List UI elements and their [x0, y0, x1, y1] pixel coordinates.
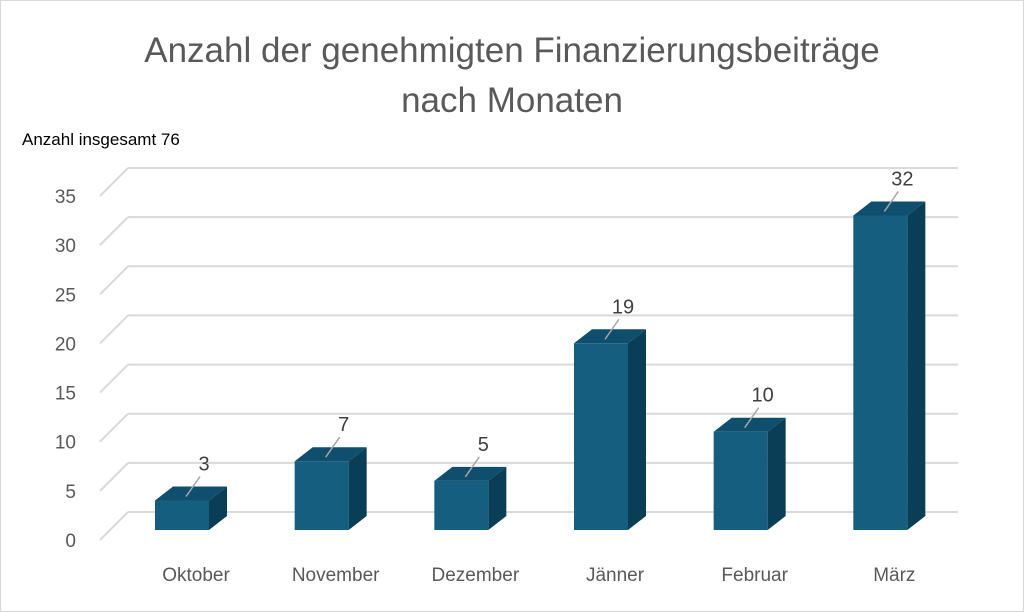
data-label: 3 [198, 454, 209, 476]
bar-side [767, 417, 786, 530]
data-label-leader [604, 318, 620, 340]
data-label-leader [464, 456, 480, 478]
gridline-diagonal [99, 167, 129, 197]
y-tick-label: 30 [55, 236, 76, 257]
bar-front [434, 480, 489, 530]
data-label: 5 [478, 434, 489, 456]
y-tick-label: 35 [55, 187, 76, 208]
bar [713, 417, 786, 530]
x-category-label: Jänner [586, 565, 645, 586]
data-label-leader [883, 191, 899, 212]
chart-title-line-2: nach Monaten [401, 81, 623, 120]
data-label-leader [744, 407, 760, 429]
gridline-diagonal [99, 216, 129, 246]
chart-title: Anzahl der genehmigten Finanzierungsbeit… [0, 26, 1024, 126]
bar-top [434, 466, 507, 481]
bar [434, 466, 507, 530]
y-tick-label: 0 [65, 531, 76, 552]
y-tick-label: 20 [55, 334, 76, 355]
bar-side [628, 329, 646, 530]
bar [574, 329, 646, 530]
gridline-diagonal [99, 314, 129, 345]
bar-front [155, 500, 209, 530]
bar [853, 201, 926, 530]
data-label: 19 [612, 296, 634, 318]
data-label-leader [185, 476, 201, 497]
bar-front [574, 343, 628, 530]
x-category-label: Oktober [162, 565, 230, 586]
data-labels: 3 7 5 19 10 32 [185, 168, 913, 497]
chart-subtitle: Anzahl insgesamt 76 [22, 130, 180, 149]
data-label: 10 [752, 385, 774, 407]
bar-front [294, 461, 349, 530]
x-category-label: Dezember [432, 565, 520, 586]
bar-side [488, 466, 507, 530]
gridlines [99, 167, 958, 541]
bars [155, 201, 926, 530]
bar-front [853, 215, 908, 530]
x-category-label: Februar [721, 565, 788, 586]
gridline-diagonal [99, 363, 129, 394]
bar-side [907, 201, 926, 530]
bar-side [209, 486, 227, 530]
bar-front [713, 431, 768, 530]
bar-top [294, 447, 367, 462]
y-tick-label: 25 [55, 285, 76, 306]
y-tick-label: 15 [55, 384, 76, 405]
data-label-leader [325, 436, 341, 458]
x-category-label: November [292, 565, 380, 586]
bar-top [713, 417, 786, 432]
gridline-diagonal [99, 265, 129, 295]
x-category-label: März [873, 565, 915, 586]
chart-title-line-1: Anzahl der genehmigten Finanzierungsbeit… [144, 31, 880, 70]
y-tick-label: 10 [55, 433, 76, 454]
data-label: 7 [338, 414, 349, 436]
gridline-diagonal [99, 462, 129, 492]
bar-top [574, 329, 646, 344]
y-tick-label: 5 [65, 482, 76, 503]
bar-top [853, 201, 926, 216]
bar-side [348, 447, 367, 530]
bar [155, 486, 227, 530]
bar-top [155, 486, 227, 501]
data-label: 32 [891, 168, 913, 190]
bar [294, 447, 367, 530]
y-axis-ticks: 0 5 10 15 20 25 30 35 [55, 187, 76, 552]
x-axis-categories: Oktober November Dezember Jänner Februar März [162, 565, 915, 586]
gridline-diagonal [99, 511, 129, 541]
gridline-diagonal [99, 413, 129, 443]
